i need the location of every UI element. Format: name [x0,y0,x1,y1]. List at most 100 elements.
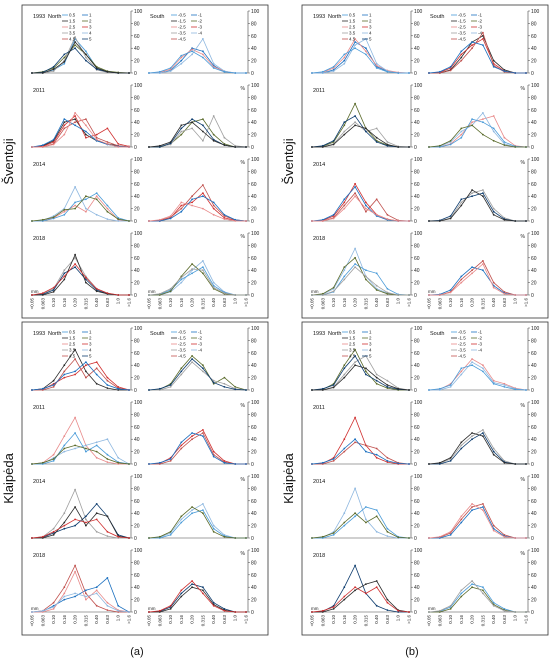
series-point [191,432,194,434]
series-point [212,524,215,527]
y-tick-label: 20 [251,133,257,139]
series-point [202,118,204,120]
series-line [148,358,247,391]
series-line [148,580,246,613]
legend-label: -0.5 [458,13,466,18]
year-label: 2014 [33,479,45,485]
x-tick-label: 0.063 [40,615,45,627]
x-tick-label: 0.315 [83,298,88,310]
y-tick-label: 40 [531,268,537,274]
series-point [482,112,484,114]
series-point [117,146,120,148]
series-point [63,272,66,275]
series-point [365,53,367,56]
series-point [343,198,346,201]
series-point [128,146,130,148]
x-tick-label: 0.63 [502,615,507,624]
series-point [85,521,87,524]
series-point [471,272,473,275]
series-line [429,260,526,296]
series-point [408,294,410,296]
series-point [52,70,55,72]
series-point [41,461,44,464]
series-point [343,364,346,367]
series-point [74,444,76,447]
series-point [180,210,183,213]
series-point [52,601,55,604]
legend-label: 1.5 [349,336,356,341]
x-unit: mm [31,289,39,294]
series-point [343,367,346,370]
series-point [354,41,356,43]
subplot-2014-south: 0 20 40 60 80 100% [148,474,260,542]
series-line [32,253,129,296]
series-point [365,373,367,376]
series-point [471,364,473,367]
y-tick-label: 80 [414,243,420,249]
series-point [63,373,66,376]
series-point [503,535,506,538]
series-point [212,381,215,384]
series-point [106,292,109,294]
series-point [85,207,87,210]
series-line [311,102,409,148]
series-point [386,70,389,73]
y-unit: % [241,551,246,557]
series-point [95,382,98,385]
legend-label: 2.5 [69,25,76,30]
series-point [169,217,172,220]
series-point [41,292,44,294]
y-tick-label: 20 [414,524,420,530]
series-point [85,450,87,453]
series-point [397,72,400,74]
series-point [482,118,484,120]
series-point [397,462,400,465]
y-unit: % [241,403,246,409]
series-point [128,611,130,613]
series-point [332,460,335,462]
series-point [180,521,183,524]
series-point [202,266,204,268]
series-point [354,361,356,363]
subplot-1993-north: 0 20 40 60 80 100 1993 North 0.5 1 1.5 2 2.5 3 3.5 4 4.5… [311,9,423,77]
series-point [148,463,150,465]
series-point [74,201,76,204]
y-tick-label: 100 [414,326,423,332]
series-point [311,72,313,74]
y-tick-label: 100 [531,474,540,480]
x-tick-label: 0.063 [437,298,442,310]
series-line [312,580,410,613]
series-point [408,463,410,465]
series-point [428,611,430,613]
series-point [31,463,33,465]
y-tick-label: 60 [531,351,537,357]
series-point [63,435,66,437]
x-tick-label: <0.05 [427,615,432,627]
series-point [234,386,237,388]
y-tick-label: 80 [414,338,420,344]
series-point [74,373,76,376]
x-tick-label: >1.6 [244,615,249,624]
y-tick-label: 80 [531,21,537,27]
series-line [31,195,130,222]
y-tick-label: 100 [134,400,143,406]
series-point [375,127,378,130]
y-tick-label: 20 [134,524,140,530]
y-tick-label: 0 [251,145,254,151]
x-tick-label: 0.63 [502,298,507,307]
legend-label: 0.5 [349,13,356,18]
series-point [408,72,410,74]
series-point [106,384,109,386]
series-point [63,124,66,127]
series-point [85,124,87,127]
y-tick-label: 0 [134,388,137,394]
series-point [492,207,495,210]
group-label: Šventoji [1,138,16,184]
subplot-2018-south: 0 20 40 60 80 100% <0.05 0.063 0.10 0.16 0.20 0.315… [147,231,260,309]
y-tick-label: 20 [531,524,537,530]
x-tick-label: 1.0 [233,298,238,305]
series-point [52,141,55,143]
series-point [52,289,55,291]
series-point [343,598,346,601]
